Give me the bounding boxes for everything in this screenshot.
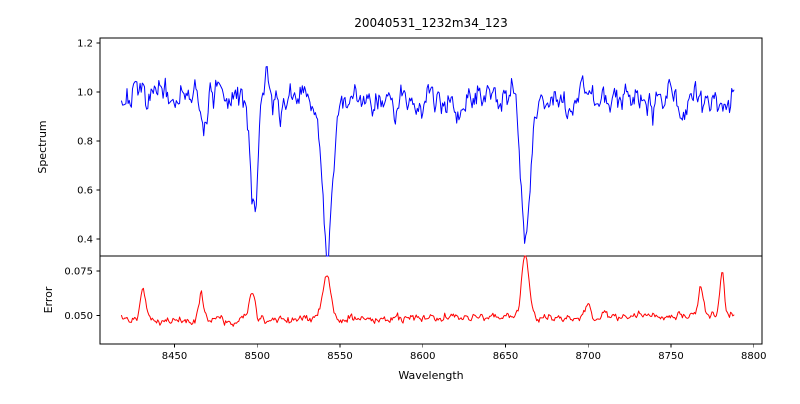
y-tick-label: 0.075 xyxy=(64,266,93,277)
y-axis-label-spectrum: Spectrum xyxy=(36,120,49,173)
x-tick-label: 8650 xyxy=(493,351,518,362)
x-tick-label: 8600 xyxy=(410,351,435,362)
y-tick-label: 0.050 xyxy=(64,311,93,322)
x-tick-label: 8500 xyxy=(244,351,269,362)
y-tick-label: 0.8 xyxy=(77,136,93,147)
x-tick-label: 8550 xyxy=(327,351,352,362)
y-tick-label: 1.2 xyxy=(77,38,93,49)
error-line xyxy=(121,255,735,327)
spectrum-line xyxy=(121,66,735,257)
y-tick-label: 0.4 xyxy=(77,234,93,245)
x-tick-label: 8750 xyxy=(658,351,683,362)
axis-ticks: 8450 8500 8550 8600 8650 8700 8750 8800 0.4 0.6 0.… xyxy=(64,38,766,362)
series-group xyxy=(121,66,735,327)
y-axis-label-error: Error xyxy=(42,286,55,313)
x-tick-label: 8800 xyxy=(741,351,766,362)
x-axis-label: Wavelength xyxy=(398,369,463,382)
x-tick-label: 8700 xyxy=(575,351,600,362)
error-panel xyxy=(99,255,763,345)
y-tick-label: 1.0 xyxy=(77,87,93,98)
plot-title: 20040531_1232m34_123 xyxy=(354,16,507,30)
x-tick-label: 8450 xyxy=(162,351,187,362)
y-tick-label: 0.6 xyxy=(77,185,93,196)
